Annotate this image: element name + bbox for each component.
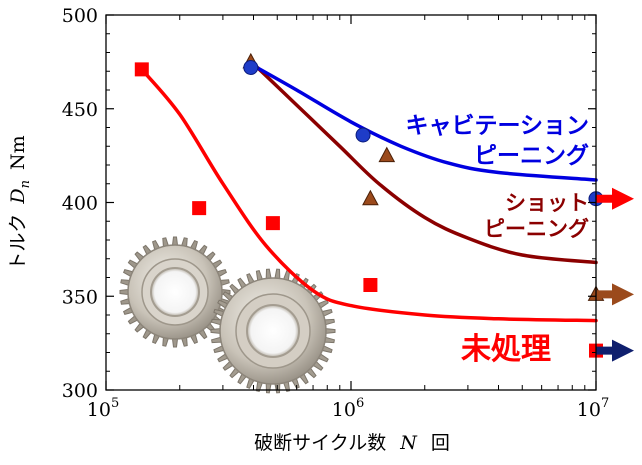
x-tick-label: 105: [87, 396, 119, 421]
x-tick-base: 10: [577, 399, 601, 421]
small-gear: [119, 236, 231, 348]
untreated-fit-curve: [140, 67, 598, 323]
x-tick-label: 106: [332, 396, 364, 421]
shot-peening-label-line: ショット: [505, 191, 589, 215]
untreated-runout-arrow: [596, 339, 634, 362]
untreated-label-line: 未処理: [461, 332, 551, 367]
x-axis-title-suffix: 回: [431, 432, 450, 454]
y-tick-label: 400: [62, 193, 98, 215]
untreated-label: 未処理: [461, 332, 551, 367]
x-axis-title: 破断サイクル数 N 回: [254, 432, 450, 454]
x-tick-exponent: 6: [356, 396, 364, 411]
cavitation-peening-runout-arrow: [596, 187, 634, 210]
cavitation-peening-label: キャビテーションピーニング: [405, 113, 589, 169]
gear-photo: [119, 236, 336, 394]
x-tick-exponent: 5: [111, 396, 119, 411]
cavitation-peening-label-line: キャビテーション: [405, 113, 589, 139]
y-axis-variable: D: [7, 188, 29, 204]
x-tick-base: 10: [332, 399, 356, 421]
y-tick-label: 500: [62, 5, 98, 27]
x-axis-title-prefix: 破断サイクル数: [254, 432, 386, 454]
cavitation-peening-point: [355, 127, 371, 143]
x-tick-label: 107: [577, 396, 609, 421]
cavitation-peening-fit-curve: [251, 63, 598, 182]
large-gear: [210, 268, 336, 394]
untreated-point: [363, 278, 378, 292]
y-axis-title: トルク Dn Nm: [7, 135, 33, 270]
shot-peening-label: ショットピーニング: [484, 191, 589, 241]
y-axis-title-prefix: トルク: [7, 214, 29, 271]
shot-peening-runout-arrow: [596, 283, 634, 306]
shot-peening-fit-curve: [251, 62, 598, 265]
untreated-point: [265, 216, 280, 231]
x-tick-exponent: 7: [601, 396, 609, 411]
untreated-point: [192, 201, 207, 216]
shot-peening-point: [362, 189, 379, 206]
y-tick-label: 450: [62, 99, 98, 121]
cavitation-peening-label-line: ピーニング: [474, 142, 589, 169]
y-tick-label: 350: [62, 286, 98, 308]
x-axis-variable: N: [399, 432, 418, 454]
shot-peening-label-line: ピーニング: [484, 217, 589, 241]
y-tick-label: 300: [62, 380, 98, 402]
shot-peening-point: [378, 146, 396, 163]
y-axis-subscript: n: [18, 180, 33, 188]
y-axis-unit: Nm: [7, 135, 29, 170]
x-tick-base: 10: [87, 399, 111, 421]
cavitation-peening-point: [243, 60, 259, 75]
untreated-point: [134, 62, 149, 77]
